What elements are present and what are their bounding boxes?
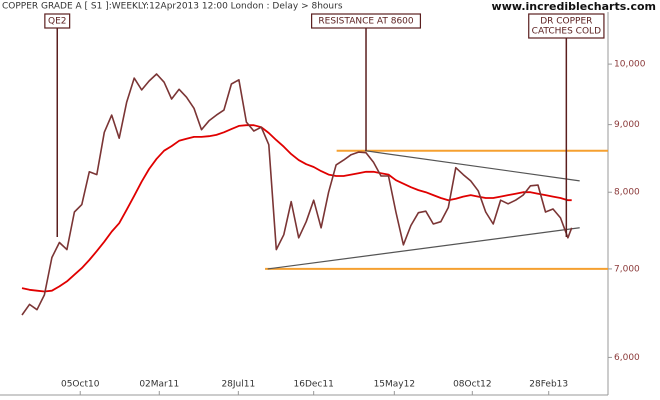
- y-tick-label: 9,000: [614, 120, 640, 130]
- x-tick-label: 15May12: [374, 380, 416, 390]
- y-tick-label: 6,000: [614, 353, 640, 363]
- chart-title: COPPER GRADE A [ S1 ]:WEEKLY:12Apr2013 1…: [2, 2, 343, 12]
- source: www.incrediblecharts.com: [492, 0, 656, 13]
- trend-line: [267, 227, 580, 270]
- trend-line: [364, 150, 580, 182]
- x-tick-label: 28Jul11: [221, 380, 255, 390]
- x-tick-label: 05Oct10: [61, 380, 100, 390]
- y-tick-label: 7,000: [614, 264, 640, 274]
- y-tick-label: 8,000: [614, 188, 640, 198]
- annotation-box: [311, 13, 422, 29]
- annotation-text: CATCHES COLD: [532, 27, 601, 37]
- x-tick-label: 08Oct12: [453, 380, 491, 390]
- x-tick-label: 16Dec11: [294, 380, 334, 390]
- annotation-box: [44, 13, 71, 29]
- annotation-text: RESISTANCE AT 8600: [318, 17, 414, 27]
- x-tick-label: 28Feb13: [529, 380, 568, 390]
- series-line: [21, 124, 572, 293]
- y-tick-label: 10,000: [614, 60, 646, 70]
- x-tick-label: 02Mar11: [139, 380, 179, 390]
- annotation-text: DR COPPER: [540, 17, 592, 27]
- annotation-box: [528, 13, 605, 39]
- series-line: [21, 73, 573, 316]
- annotation-text: QE2: [48, 17, 67, 27]
